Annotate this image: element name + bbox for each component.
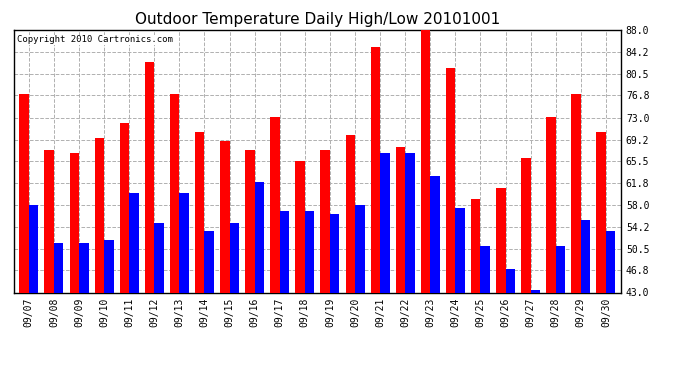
- Bar: [79, 243, 88, 292]
- Bar: [44, 150, 54, 292]
- Title: Outdoor Temperature Daily High/Low 20101001: Outdoor Temperature Daily High/Low 20101…: [135, 12, 500, 27]
- Bar: [245, 150, 255, 292]
- Bar: [471, 199, 480, 292]
- Bar: [230, 222, 239, 292]
- Bar: [431, 176, 440, 292]
- Bar: [371, 48, 380, 292]
- Bar: [279, 211, 289, 292]
- Bar: [546, 117, 555, 292]
- Bar: [346, 135, 355, 292]
- Bar: [204, 231, 214, 292]
- Bar: [270, 117, 279, 292]
- Bar: [446, 68, 455, 292]
- Bar: [95, 138, 104, 292]
- Bar: [355, 205, 364, 292]
- Bar: [555, 246, 565, 292]
- Bar: [54, 243, 63, 292]
- Bar: [380, 153, 390, 292]
- Bar: [155, 222, 164, 292]
- Text: Copyright 2010 Cartronics.com: Copyright 2010 Cartronics.com: [17, 35, 172, 44]
- Bar: [29, 205, 39, 292]
- Bar: [455, 208, 465, 292]
- Bar: [421, 30, 431, 292]
- Bar: [305, 211, 315, 292]
- Bar: [496, 188, 506, 292]
- Bar: [145, 62, 155, 292]
- Bar: [119, 123, 129, 292]
- Bar: [129, 194, 139, 292]
- Bar: [531, 290, 540, 292]
- Bar: [255, 182, 264, 292]
- Bar: [606, 231, 615, 292]
- Bar: [405, 153, 415, 292]
- Bar: [596, 132, 606, 292]
- Bar: [506, 269, 515, 292]
- Bar: [104, 240, 114, 292]
- Bar: [19, 94, 29, 292]
- Bar: [320, 150, 330, 292]
- Bar: [480, 246, 490, 292]
- Bar: [195, 132, 204, 292]
- Bar: [395, 147, 405, 292]
- Bar: [295, 161, 305, 292]
- Bar: [220, 141, 230, 292]
- Bar: [521, 158, 531, 292]
- Bar: [330, 214, 339, 292]
- Bar: [170, 94, 179, 292]
- Bar: [581, 220, 591, 292]
- Bar: [571, 94, 581, 292]
- Bar: [70, 153, 79, 292]
- Bar: [179, 194, 189, 292]
